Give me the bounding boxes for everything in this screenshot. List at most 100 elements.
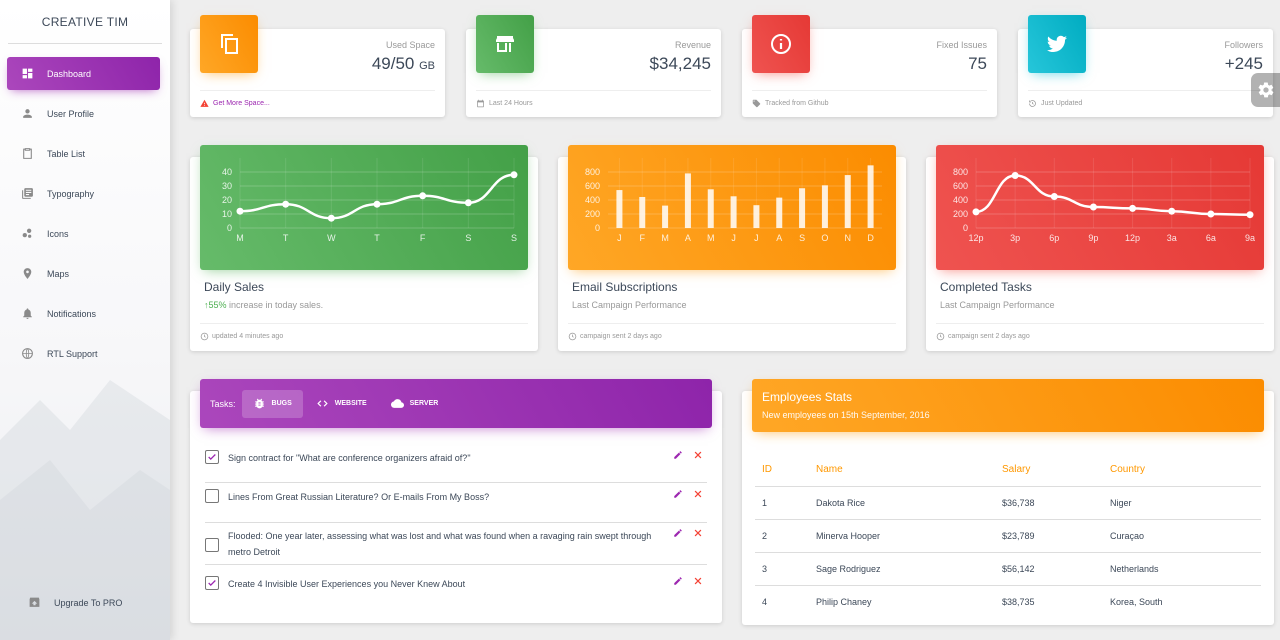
stat-value: 75 [968,54,987,73]
settings-plugin-button[interactable] [1251,73,1280,107]
sidebar-item-rtl-support[interactable]: RTL Support [7,337,160,370]
task-row: Flooded: One year later, assessing what … [205,523,707,565]
y-tick-label: 0 [227,223,232,233]
chart-title: Daily Sales [204,280,265,294]
close-icon[interactable] [693,528,703,538]
stat-footer-text: Last 24 Hours [489,100,533,107]
stat-footer[interactable]: Get More Space... [200,90,435,108]
stat-footer: Last 24 Hours [476,90,711,108]
chart-title: Email Subscriptions [572,280,678,294]
sidebar-item-notifications[interactable]: Notifications [7,297,160,330]
person-icon [20,107,34,121]
edit-icon[interactable] [673,576,683,586]
sidebar-item-typography[interactable]: Typography [7,177,160,210]
upgrade-button[interactable]: Upgrade To PRO [14,586,167,619]
close-icon[interactable] [693,489,703,499]
x-tick-label: O [821,233,828,243]
table-cell: Sage Rodriguez [809,552,995,586]
task-checkbox[interactable] [205,576,219,590]
task-row: Lines From Great Russian Literature? Or … [205,489,707,523]
task-checkbox[interactable] [205,538,219,552]
chart-bar [707,189,714,228]
tab-website[interactable]: WEBSITE [305,390,378,418]
y-tick-label: 0 [963,223,968,233]
x-tick-label: D [867,233,874,243]
tab-server[interactable]: SERVER [380,390,450,418]
edit-icon[interactable] [673,450,683,460]
y-tick-label: 800 [953,167,968,177]
y-tick-label: 30 [222,181,232,191]
bubble-chart-icon [20,227,34,241]
chart-footer: campaign sent 2 days ago [568,323,896,341]
tab-bugs[interactable]: BUGS [241,389,303,418]
employees-header: Employees Stats New employees on 15th Se… [752,379,1264,432]
sidebar-item-label: Dashboard [47,68,92,79]
employees-subtitle: New employees on 15th September, 2016 [762,410,930,420]
y-tick-label: 800 [585,167,600,177]
chart-point [510,171,518,179]
copy-icon [200,15,258,73]
chart-point [1246,211,1254,219]
close-icon[interactable] [693,576,703,586]
stat-card-followers: Followers +245 Just Updated [1018,15,1273,117]
employees-card: Employees Stats New employees on 15th Se… [742,379,1274,625]
chart-point [419,192,427,200]
info-icon [752,15,810,73]
sidebar-item-user-profile[interactable]: User Profile [7,97,160,130]
x-tick-label: M [707,233,715,243]
dashboard-icon [20,67,34,81]
chart-subtitle-highlight: 55% [208,300,227,310]
column-header: Country [1103,453,1261,487]
task-text: Sign contract for "What are conference o… [228,453,471,463]
chart-bar [753,205,760,228]
chart-point [1050,193,1058,200]
employees-title: Employees Stats [762,390,853,404]
y-tick-label: 10 [222,209,232,219]
table-cell: 4 [762,596,768,607]
y-tick-label: 600 [953,181,968,191]
code-icon [317,400,328,407]
chart-subtitle-text: increase in today sales. [226,300,324,310]
y-tick-label: 200 [953,209,968,219]
chart-bar [730,196,737,228]
table-cell: $36,738 [995,486,1103,520]
column-header: Salary [995,453,1103,487]
x-tick-label: M [236,233,244,243]
sidebar-item-icons[interactable]: Icons [7,217,160,250]
chart-point [464,199,472,207]
task-checkbox[interactable] [205,489,219,503]
table-cell: $56,142 [995,552,1103,586]
task-actions [673,576,707,586]
sidebar-item-maps[interactable]: Maps [7,257,160,290]
task-text: Flooded: One year later, assessing what … [228,531,652,557]
chart-point [373,200,381,208]
task-actions [673,450,707,460]
sidebar-item-table-list[interactable]: Table List [7,137,160,170]
chart-point [282,200,290,208]
brand-logo[interactable]: CREATIVE TIM [8,0,162,44]
task-checkbox[interactable] [205,450,219,464]
get-more-space-link[interactable]: Get More Space... [213,100,270,107]
location-pin-icon [20,267,34,281]
column-header: ID [755,453,809,487]
task-row: Sign contract for "What are conference o… [205,450,707,483]
task-row: Create 4 Invisible User Experiences you … [205,576,707,606]
edit-icon[interactable] [673,528,683,538]
tasks-card: Tasks: BUGS WEBSITE SERVER Sign contract… [190,379,722,623]
sidebar-nav: Dashboard User Profile Table List Typogr… [0,57,170,370]
edit-icon[interactable] [673,489,683,499]
chart-card-completed-tasks: 0 200 400 600 800 12p 3p 6p 9p 12p 3a 6a 9a Complete… [926,145,1274,351]
close-icon[interactable] [693,450,703,460]
stat-value: +245 [1224,54,1263,73]
chart-point [1207,210,1215,218]
y-tick-label: 400 [953,195,968,205]
chart-bar [662,205,669,228]
x-tick-label: 9a [1245,233,1255,243]
sidebar: CREATIVE TIM Dashboard User Profile Tabl… [0,0,170,640]
y-tick-label: 200 [585,209,600,219]
chart-point [972,208,980,216]
sidebar-item-dashboard[interactable]: Dashboard [7,57,160,90]
language-icon [20,347,34,361]
warning-icon [200,99,209,107]
y-tick-label: 40 [222,167,232,177]
